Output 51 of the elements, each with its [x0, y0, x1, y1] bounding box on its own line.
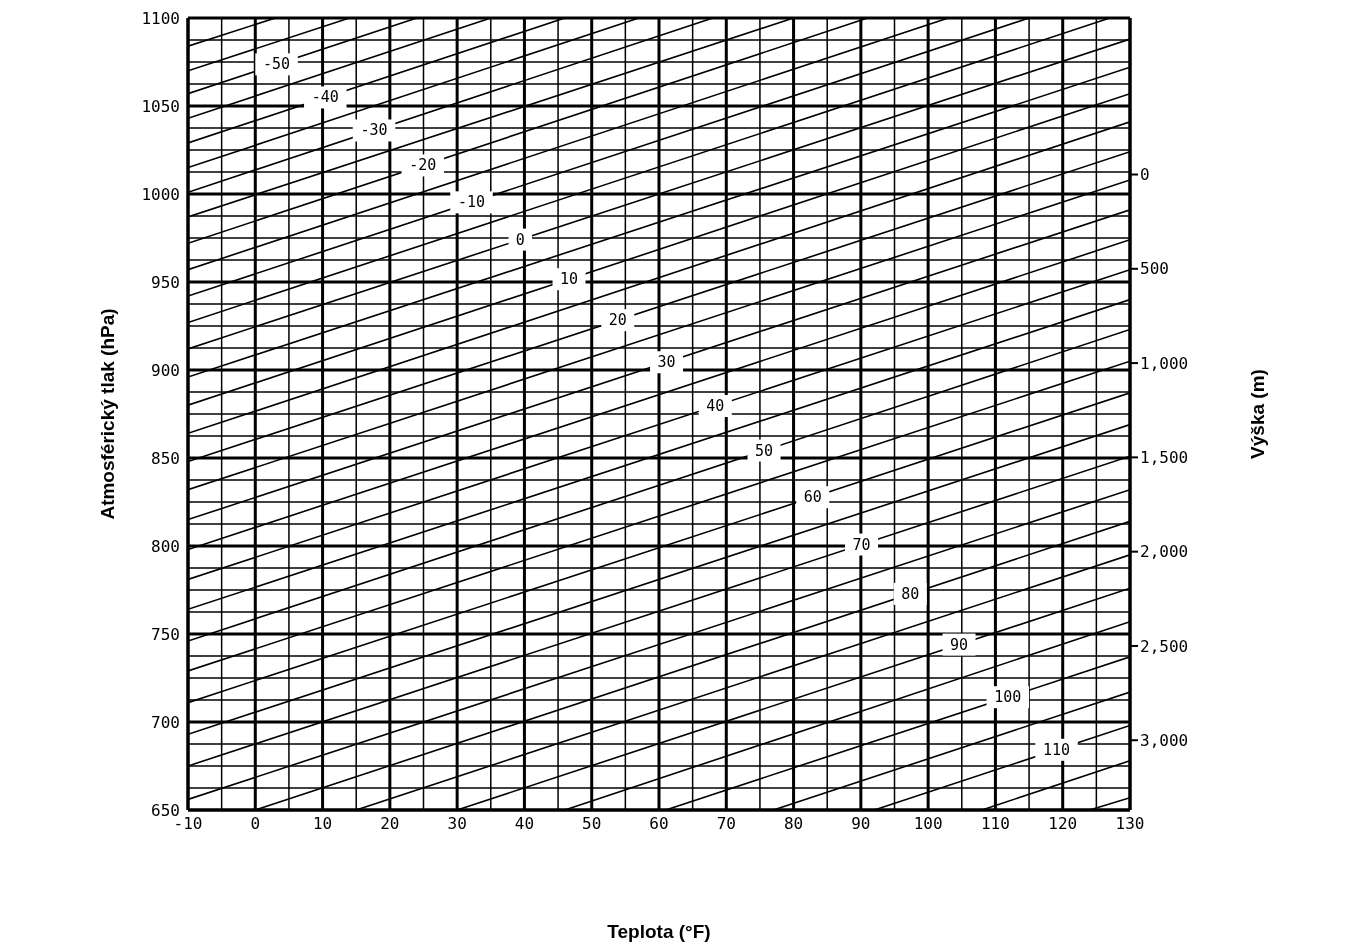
y-tick-label: 650: [151, 800, 180, 820]
series-label: 70: [852, 535, 871, 554]
series-label: -50: [263, 55, 291, 74]
series-label: 20: [608, 311, 627, 330]
y-tick-label: 700: [151, 712, 180, 732]
x-tick-label: 10: [312, 814, 333, 834]
x-tick-label: 130: [1115, 814, 1145, 834]
x-tick-label: 20: [380, 814, 400, 834]
series-label: 30: [657, 353, 676, 372]
y2-tick-label: 500: [1140, 259, 1169, 279]
series-label: 0: [515, 230, 525, 249]
y-tick-label: 850: [151, 448, 180, 468]
x-tick-label: 40: [514, 814, 535, 834]
y-tick-label: 900: [151, 360, 180, 380]
x-axis-title: Teplota (°F): [607, 921, 711, 943]
x-tick-label: 30: [447, 814, 467, 834]
y-tick-label: 1050: [141, 96, 180, 116]
series-label: -40: [311, 88, 339, 107]
y-axis-title: Atmosférický tlak (hPa): [97, 308, 119, 520]
series-label: 80: [901, 584, 920, 603]
y-tick-label: 950: [151, 272, 180, 292]
x-tick-label: 100: [913, 814, 943, 834]
x-tick-label: 60: [649, 814, 669, 834]
series-label: 40: [706, 397, 725, 416]
series-label: 100: [994, 688, 1022, 707]
x-tick-label: 120: [1048, 814, 1078, 834]
x-tick-label: 50: [582, 814, 602, 834]
x-tick-label: 110: [980, 814, 1010, 834]
y2-tick-label: 2,500: [1140, 636, 1189, 656]
series-label: 90: [950, 635, 969, 654]
y2-tick-label: 3,000: [1140, 730, 1189, 750]
y2-tick-label: 1,500: [1140, 448, 1189, 468]
series-label: 60: [803, 488, 822, 507]
y-tick-label: 1000: [141, 184, 180, 204]
series-label: 50: [755, 441, 774, 460]
x-tick-label: 80: [783, 814, 804, 834]
series-label: -30: [360, 121, 388, 140]
series-label: 110: [1042, 740, 1071, 759]
y-tick-label: 800: [151, 536, 180, 556]
series-label: -10: [458, 193, 486, 212]
y-tick-label: 1100: [141, 8, 180, 28]
series-label: 10: [560, 270, 579, 289]
y-tick-label: 750: [151, 624, 180, 644]
series-label: -20: [409, 156, 437, 175]
y2-tick-label: 0: [1140, 165, 1150, 185]
y2-tick-label: 1,000: [1140, 353, 1189, 373]
y2-axis-title: Výška (m): [1247, 369, 1269, 459]
x-tick-label: 0: [250, 814, 261, 834]
y2-tick-label: 2,000: [1140, 542, 1189, 562]
x-tick-label: 70: [716, 814, 736, 834]
x-tick-label: 90: [851, 814, 871, 834]
